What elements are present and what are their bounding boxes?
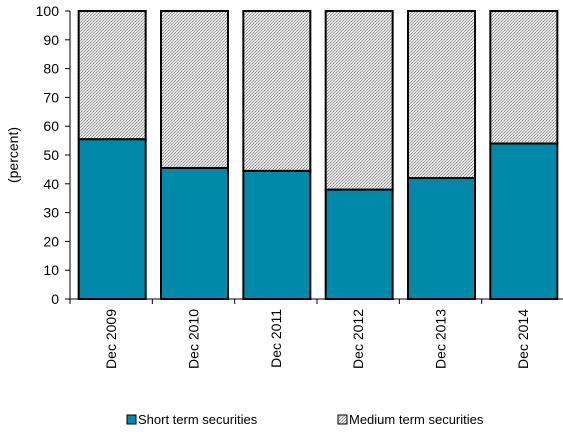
legend-label-short-term-securities: Short term securities [138,412,258,427]
y-tick-label-90: 90 [43,32,59,48]
bar-medium-term-securities-dec-2013 [407,10,476,180]
y-tick-label-60: 60 [43,118,59,134]
x-tick-label-dec-2010: Dec 2010 [186,309,202,369]
y-tick-label-100: 100 [36,3,60,19]
bar-medium-term-securities-dec-2010 [160,10,229,169]
bar-medium-term-securities-dec-2014 [489,10,559,145]
legend-swatch-short-term-securities [126,414,137,425]
x-tick-label-dec-2014: Dec 2014 [515,309,531,369]
bar-medium-term-securities-dec-2011 [242,10,312,172]
y-tick-label-0: 0 [51,291,59,307]
x-tick-label-dec-2009: Dec 2009 [103,309,119,369]
legend-swatch-medium-term-securities [337,414,348,425]
legend-label-medium-term-securities: Medium term securities [349,412,484,427]
bar-medium-term-securities-dec-2012 [324,10,394,191]
y-tick-label-20: 20 [43,233,59,249]
y-tick-label-80: 80 [43,61,59,77]
y-tick-label-50: 50 [43,147,59,163]
bar-short-term-securities-dec-2010 [160,166,229,300]
y-axis-ticks: 0 10 20 30 40 50 60 70 80 90 100 [36,3,70,307]
y-tick-label-10: 10 [43,262,59,278]
bar-short-term-securities-dec-2013 [407,177,476,300]
bar-short-term-securities-dec-2009 [77,138,147,300]
y-tick-label-70: 70 [43,89,59,105]
x-tick-label-dec-2013: Dec 2013 [433,309,449,369]
bar-short-term-securities-dec-2011 [242,169,312,300]
bar-short-term-securities-dec-2014 [489,142,559,300]
y-axis-label: (percent) [5,127,21,183]
bar-medium-term-securities-dec-2009 [77,10,147,141]
x-tick-label-dec-2012: Dec 2012 [350,309,366,369]
bar-short-term-securities-dec-2012 [324,188,394,300]
x-axis-ticks: Dec 2009 Dec 2010 Dec 2011 Dec 2012 Dec 2013… [69,299,531,369]
legend: Short term securities Medium term securit… [126,412,484,427]
bars-layer [77,10,559,300]
x-tick-label-dec-2011: Dec 2011 [268,309,284,368]
y-tick-label-30: 30 [43,205,59,221]
y-tick-label-40: 40 [43,176,59,192]
